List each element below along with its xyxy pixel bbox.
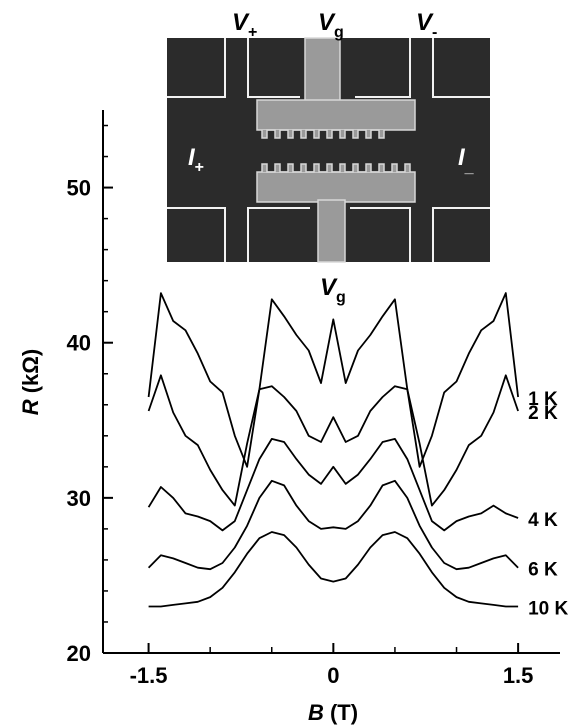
y-tick-label: 40 [67, 331, 91, 356]
y-tick-label: 20 [67, 641, 91, 666]
inset-label: V+ [232, 9, 257, 41]
inset-label-sub: - [432, 24, 437, 41]
series-label: 10 K [528, 598, 568, 619]
y-axis-label: R (kΩ) [18, 349, 43, 416]
inset-label-main: V [320, 274, 338, 301]
inset-label-sub: g [334, 24, 344, 41]
inset-image [167, 37, 490, 263]
series-line [147, 438, 519, 532]
x-tick-label: 1.5 [503, 663, 534, 688]
inset-label-main: I [458, 144, 466, 171]
series-line [147, 479, 519, 571]
inset-label-sub: _ [464, 159, 475, 176]
series-label: 1 K [528, 389, 558, 410]
inset-label-sub: g [336, 289, 346, 306]
inset-label-sub: + [248, 24, 257, 41]
series-label: 2 K [528, 403, 558, 424]
series-label: 6 K [528, 560, 558, 581]
series-line [147, 292, 519, 468]
series-line [147, 374, 519, 507]
x-tick-label: -1.5 [130, 663, 168, 688]
x-axis-unit: (T) [330, 700, 358, 725]
x-axis-symbol: B [308, 700, 324, 725]
y-tick-label: 50 [67, 176, 91, 201]
y-axis-symbol: R [18, 399, 43, 415]
x-axis-label: B (T) [308, 700, 358, 725]
inset-label-main: I [188, 144, 196, 171]
inset-label: I+ [188, 144, 204, 176]
inset-label-main: V [416, 9, 434, 36]
y-axis-unit: (kΩ) [18, 349, 43, 394]
inset-label: I_ [458, 144, 475, 176]
y-tick-label: 30 [67, 486, 91, 511]
inset-label: V- [416, 9, 437, 41]
inset-label: Vg [320, 274, 346, 306]
inset-label-sub: + [195, 159, 204, 176]
inset-label-main: V [232, 9, 250, 36]
series-line [148, 531, 519, 608]
series-label: 4 K [528, 510, 558, 531]
inset-label-main: V [318, 9, 336, 36]
inset-label: Vg [318, 9, 344, 41]
x-tick-label: 0 [327, 663, 339, 688]
